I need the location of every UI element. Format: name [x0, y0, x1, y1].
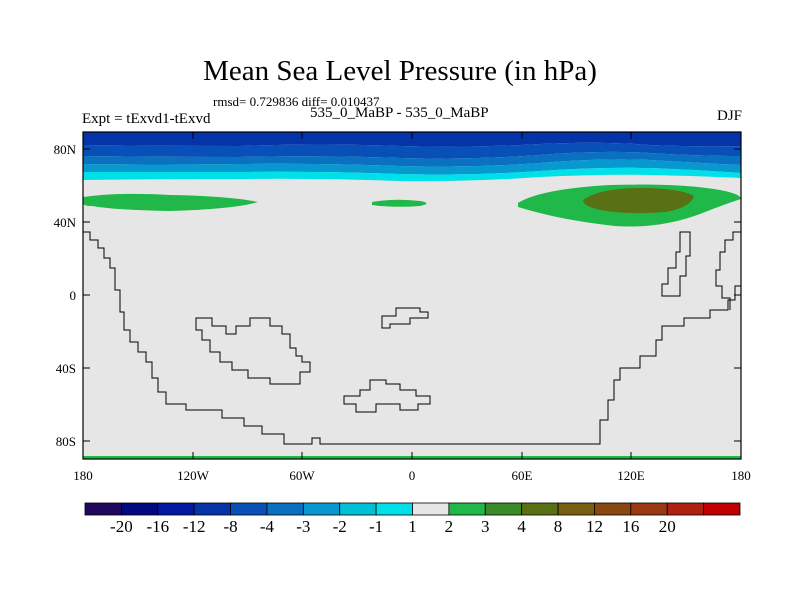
colorbar-level-label: -20 — [110, 517, 133, 536]
x-tick-label-180e: 180 — [731, 468, 751, 483]
colorbar-level-label: 20 — [659, 517, 676, 536]
coastline-southern-complex — [343, 379, 431, 413]
colorbar-swatch — [84, 502, 122, 516]
colorbar-swatch — [703, 502, 741, 516]
colorbar-swatch — [412, 502, 450, 516]
axis-ticks — [82, 132, 742, 459]
coastline-eastern-ridge — [715, 231, 741, 310]
y-tick-label-80s: 80S — [56, 434, 76, 449]
contour-positive-atlantic-west — [83, 193, 258, 211]
contour-positive-pacific-core — [583, 188, 694, 214]
colorbar-swatch — [157, 502, 195, 516]
colorbar-swatch — [521, 502, 559, 516]
contour-band-minus4-minus3 — [83, 151, 741, 167]
x-tick-label-180w: 180 — [73, 468, 93, 483]
colorbar-swatch — [448, 502, 486, 516]
colorbar-level-label: -3 — [296, 517, 310, 536]
coastline-southern-island — [195, 317, 311, 385]
colorbar-swatch — [302, 502, 341, 516]
period-label: 535_0_MaBP - 535_0_MaBP — [310, 105, 489, 121]
colorbar-level-label: -8 — [223, 517, 237, 536]
colorbar-swatch — [375, 502, 413, 516]
x-tick-label-120w: 120W — [177, 468, 210, 483]
colorbar-level-label: 2 — [445, 517, 454, 536]
colorbar-level-label: 8 — [554, 517, 563, 536]
x-tick-label-0: 0 — [409, 468, 416, 483]
colorbar-swatch — [666, 502, 705, 516]
colorbar-swatch — [484, 502, 523, 516]
colorbar-swatch — [193, 502, 231, 516]
colorbar-swatch — [230, 502, 268, 516]
y-tick-label-40n: 40N — [54, 215, 77, 230]
y-tick-label-40s: 40S — [56, 361, 76, 376]
colorbar-level-label: -1 — [369, 517, 383, 536]
y-tick-label-80n: 80N — [54, 142, 77, 157]
colorbar-swatch — [266, 502, 304, 516]
x-tick-label-120e: 120E — [617, 468, 645, 483]
experiment-label: Expt = tExvd1-tExvd — [82, 111, 211, 127]
contour-band-minus2-minus1 — [83, 167, 741, 182]
x-tick-label-60e: 60E — [512, 468, 533, 483]
colorbar-swatch — [630, 502, 668, 516]
coastline-eastern-loop — [661, 231, 691, 297]
coastline-americas — [83, 231, 741, 445]
colorbar-level-label: 1 — [408, 517, 417, 536]
colorbar-level-label: -16 — [146, 517, 169, 536]
colorbar-level-label: 4 — [517, 517, 526, 536]
colorbar-level-label: 16 — [622, 517, 639, 536]
rmsd-diff-label: rmsd= 0.729836 diff= 0.010437 — [213, 94, 380, 109]
contour-band-minus8-minus4 — [83, 142, 741, 159]
contour-band-lt-minus8 — [83, 132, 741, 147]
colorbar-swatch — [594, 502, 632, 516]
colorbar-level-label: 12 — [586, 517, 603, 536]
coastline-small-island — [381, 307, 429, 329]
contour-band-minus3-minus2 — [83, 159, 741, 175]
colorbar-level-label: -2 — [333, 517, 347, 536]
colorbar-swatch — [557, 502, 595, 516]
colorbar-level-label: 3 — [481, 517, 490, 536]
x-tick-label-60w: 60W — [289, 468, 315, 483]
season-label: DJF — [716, 108, 742, 124]
chart-title: Mean Sea Level Pressure (in hPa) — [203, 55, 597, 87]
colorbar-level-label: -12 — [183, 517, 206, 536]
y-tick-label-0: 0 — [70, 288, 77, 303]
colorbar-swatch — [120, 502, 159, 516]
continent-outlines — [83, 231, 741, 445]
colorbar-level-label: -4 — [260, 517, 275, 536]
contour-positive-center — [372, 199, 427, 207]
colorbar-swatch — [339, 502, 377, 516]
